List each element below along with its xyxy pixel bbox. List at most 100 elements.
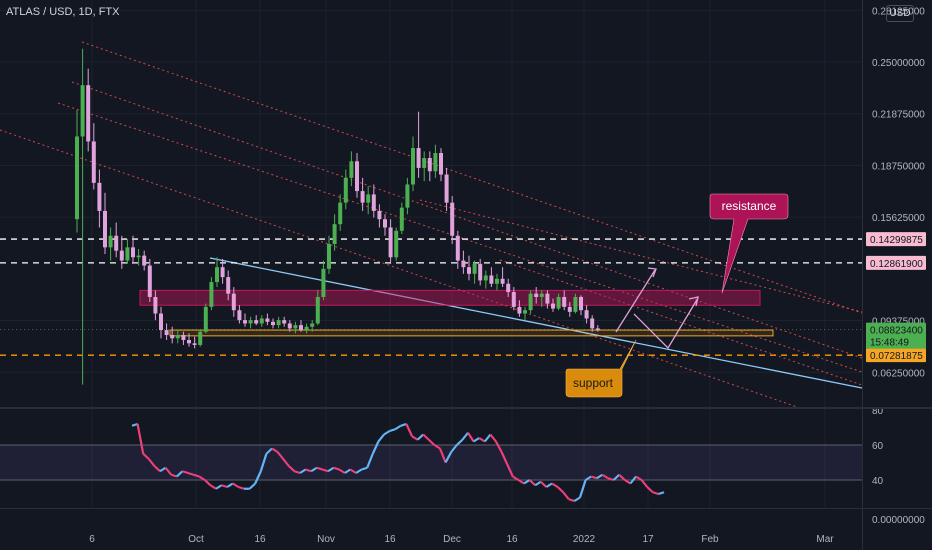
candle-body	[114, 235, 119, 251]
candle-body	[506, 283, 511, 293]
candle-body	[310, 323, 315, 327]
rsi-segment	[383, 430, 391, 436]
countdown-text: 15:48:49	[870, 338, 909, 349]
rsi-segment	[545, 482, 553, 488]
time-tick-label: 16	[254, 534, 266, 545]
candle-body	[523, 310, 527, 314]
candle-body	[203, 306, 208, 332]
currency-button[interactable]: USD	[886, 5, 914, 22]
price-label-bg	[866, 348, 926, 363]
candle-body	[299, 325, 303, 331]
candle-body	[461, 260, 466, 268]
candle-body	[584, 310, 589, 319]
candle-body	[399, 207, 404, 231]
rsi-segment	[193, 473, 200, 478]
time-tick-label: Mar	[816, 534, 834, 545]
rsi-segment	[483, 433, 492, 443]
rsi-segment	[590, 475, 598, 480]
rsi-segment	[500, 451, 509, 465]
price-pane[interactable]: resistance support	[0, 41, 863, 409]
rsi-segment	[629, 475, 637, 485]
rsi-segment	[248, 482, 256, 490]
rsi-segment	[276, 451, 285, 460]
candle-body	[181, 335, 186, 340]
candle-body	[360, 191, 365, 203]
candle-body	[545, 293, 550, 304]
support-zone[interactable]	[169, 329, 774, 337]
price-tick-label: 0.28125000	[872, 6, 925, 17]
candle-body	[276, 320, 281, 326]
trend-line-dotted	[81, 41, 863, 314]
candle-body	[147, 265, 152, 297]
candle-body	[209, 282, 214, 307]
rsi-segment	[271, 447, 279, 453]
price-label-text: 0.12861900	[870, 259, 923, 270]
rsi-segment	[433, 444, 441, 450]
candle-body	[349, 161, 354, 178]
rsi-segment	[456, 438, 464, 446]
price-axis[interactable]: 0.28125000 0.25000000 0.21875000 0.18750000…	[872, 6, 925, 379]
candle-body	[495, 278, 499, 284]
candle-body	[304, 326, 309, 331]
candle-body	[433, 153, 438, 172]
rsi-segment	[187, 471, 194, 476]
candle-body	[551, 303, 555, 309]
rsi-segment	[254, 470, 262, 484]
rsi-axis[interactable]: 80 60 40 0.00000000	[872, 406, 925, 526]
rsi-segment	[523, 479, 531, 485]
price-label-text: 0.14299875	[870, 235, 923, 246]
candle-body	[231, 293, 236, 311]
rsi-segment	[259, 453, 268, 472]
candle-body	[483, 275, 488, 281]
resistance-callout-label: resistance	[722, 199, 777, 213]
time-tick-label: Dec	[443, 534, 461, 545]
candle-body	[254, 320, 259, 324]
candle-body	[411, 148, 415, 185]
candle-body	[131, 247, 135, 258]
candle-body	[517, 306, 522, 314]
rsi-segment	[361, 466, 368, 471]
support-callout-box[interactable]	[565, 339, 637, 398]
rsi-segment	[640, 479, 649, 488]
rsi-segment	[607, 477, 614, 482]
candle-body	[75, 136, 79, 220]
candle-body	[259, 318, 264, 324]
rsi-segment	[209, 484, 217, 490]
rsi-segment	[534, 480, 542, 487]
rsi-segment	[294, 470, 301, 475]
rsi-segment	[170, 473, 178, 478]
candle-body	[125, 247, 130, 261]
rsi-segment	[153, 465, 161, 473]
candle-body	[153, 296, 158, 314]
rsi-segment	[489, 433, 497, 443]
rsi-segment	[226, 482, 234, 488]
rsi-segment	[438, 448, 447, 463]
resistance-zone[interactable]	[139, 289, 761, 306]
rsi-segment	[344, 468, 351, 474]
time-axis[interactable]: 6 Oct 16 Nov 16 Dec 16 2022 17 Feb Mar	[89, 534, 834, 545]
candle-body	[287, 323, 292, 329]
candle-body	[86, 85, 91, 142]
candle-body	[590, 318, 595, 329]
price-tick-label: 0.21875000	[872, 110, 925, 121]
rsi-segment	[288, 465, 296, 473]
price-label-bg	[866, 255, 926, 270]
callouts[interactable]: resistance support	[565, 193, 789, 398]
resistance-callout-box[interactable]	[709, 193, 789, 294]
price-label-bg	[866, 322, 926, 337]
rsi-segment	[652, 491, 659, 496]
candle-body	[159, 313, 163, 331]
rsi-segment	[142, 452, 150, 460]
rsi-segment	[528, 479, 536, 487]
rsi-segment	[305, 468, 312, 473]
rsi-segment	[573, 496, 581, 502]
candle-body	[119, 250, 124, 261]
support-callout-label: support	[573, 376, 614, 390]
rsi-segment	[517, 479, 525, 485]
trend-line-dotted	[499, 259, 863, 386]
candle-body	[327, 244, 331, 269]
rsi-pane[interactable]	[0, 422, 862, 503]
zones[interactable]	[139, 289, 774, 337]
rsi-segment	[658, 491, 665, 496]
